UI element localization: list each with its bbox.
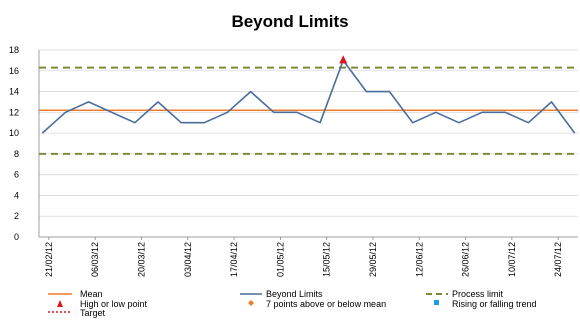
series-layer — [41, 59, 576, 134]
x-tick-label: 21/02/12 — [44, 242, 54, 277]
x-tick-label: 12/06/12 — [414, 242, 424, 277]
y-tick-label: 16 — [9, 66, 19, 76]
marker-layer — [339, 55, 348, 64]
legend: Mean Beyond Limits Process limit High or lo… — [48, 289, 537, 318]
y-tick-label: 4 — [14, 190, 19, 200]
x-tick-label: 01/05/12 — [275, 242, 285, 277]
legend-series-label: Beyond Limits — [266, 289, 323, 299]
legend-mean-label: Mean — [80, 289, 103, 299]
legend-high-low-label: High or low point — [80, 299, 148, 309]
x-tick-label: 17/04/12 — [229, 242, 239, 277]
x-tick-label: 06/03/12 — [90, 242, 100, 277]
y-tick-label: 0 — [14, 232, 19, 242]
legend-target-label: Target — [80, 308, 106, 318]
chart-title: Beyond Limits — [231, 12, 348, 31]
x-tick-label: 03/04/12 — [183, 242, 193, 277]
y-tick-label: 10 — [9, 128, 19, 138]
y-tick-label: 18 — [9, 45, 19, 55]
series-line-beyond-limits — [41, 59, 576, 134]
legend-trend-swatch — [434, 300, 439, 305]
x-tick-label: 26/06/12 — [461, 242, 471, 277]
legend-high-low-swatch — [57, 300, 63, 307]
high-low-point-marker — [339, 55, 348, 64]
x-tick-label: 24/07/12 — [553, 242, 563, 277]
x-tick-label: 29/05/12 — [368, 242, 378, 277]
y-tick-label: 14 — [9, 87, 19, 97]
legend-seven-points-swatch — [248, 300, 254, 306]
x-tick-label: 15/05/12 — [322, 242, 332, 277]
y-tick-label: 6 — [14, 170, 19, 180]
y-tick-label: 8 — [14, 149, 19, 159]
legend-process-limit-label: Process limit — [452, 289, 504, 299]
y-tick-label: 12 — [9, 107, 19, 117]
x-tick-label: 20/03/12 — [137, 242, 147, 277]
y-tick-label: 2 — [14, 211, 19, 221]
grid-layer — [39, 49, 578, 238]
legend-seven-points-label: 7 points above or below mean — [266, 299, 386, 309]
x-tick-label: 10/07/12 — [507, 242, 517, 277]
legend-trend-label: Rising or falling trend — [452, 299, 537, 309]
reference-lines — [39, 66, 578, 155]
axis-layer: 0 2 4 6 8 10 12 14 16 18 21/02/12 06/03/12 20/03/12 0… — [9, 45, 578, 277]
